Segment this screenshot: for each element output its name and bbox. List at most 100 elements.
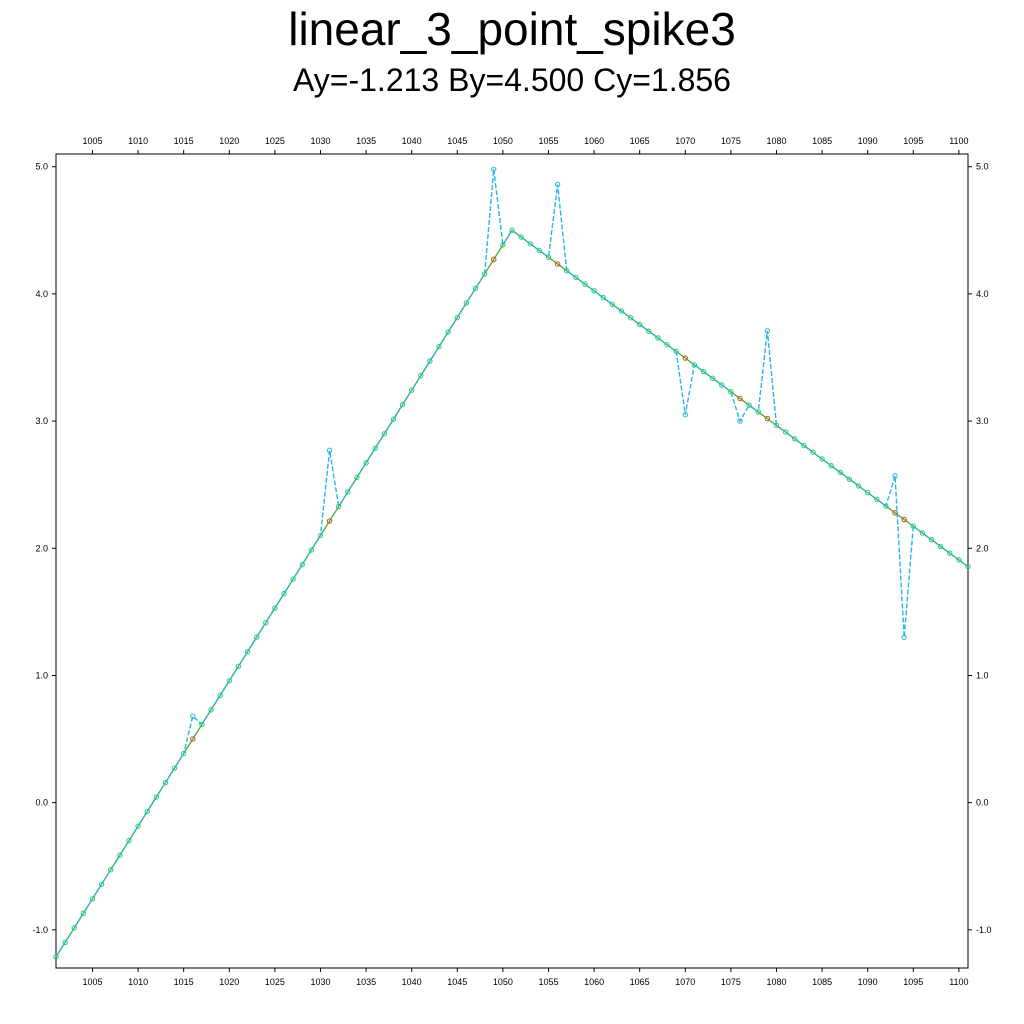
data-point: [719, 382, 725, 388]
data-point: [883, 503, 889, 509]
data-point-spike: [892, 473, 898, 479]
data-point: [290, 576, 296, 582]
fit-point-replaced: [326, 518, 333, 524]
x-tick-label-bottom: 1010: [128, 977, 148, 987]
x-tick-label-bottom: 1080: [766, 977, 786, 987]
y-tick-label-left: 1.0: [35, 670, 48, 680]
data-point: [263, 619, 269, 626]
data-point: [199, 721, 205, 728]
data-point: [673, 348, 679, 355]
data-point: [728, 389, 734, 395]
x-tick-label-bottom: 1005: [82, 977, 102, 987]
y-tick-label-left: 0.0: [35, 798, 48, 808]
x-tick-label-bottom: 1020: [219, 977, 239, 987]
data-point: [445, 329, 451, 335]
data-point: [235, 663, 242, 669]
x-tick-label-bottom: 1015: [174, 977, 194, 987]
data-point: [98, 881, 105, 887]
x-tick-label-bottom: 1075: [721, 977, 741, 987]
data-point: [226, 678, 232, 684]
x-tick-label-bottom: 1090: [858, 977, 878, 987]
data-point: [117, 852, 123, 858]
data-point: [399, 402, 406, 408]
chart-title: linear_3_point_spike3: [288, 3, 736, 55]
y-tick-label-left: 3.0: [35, 416, 48, 426]
fit-point-replaced: [491, 256, 497, 263]
x-tick-label-bottom: 1030: [310, 977, 330, 987]
x-tick-label-top: 1055: [538, 136, 558, 146]
data-point: [837, 469, 844, 476]
x-tick-label-bottom: 1040: [402, 977, 422, 987]
x-tick-label-top: 1065: [630, 136, 650, 146]
data-point: [536, 247, 543, 254]
x-tick-label-top: 1075: [721, 136, 741, 146]
data-point: [472, 285, 479, 292]
x-tick-label-top: 1080: [766, 136, 786, 146]
y-tick-label-right: 1.0: [976, 670, 989, 680]
x-tick-label-bottom: 1045: [447, 977, 467, 987]
data-point-spike: [326, 447, 333, 454]
x-tick-label-bottom: 1025: [265, 977, 285, 987]
x-tick-label-top: 1040: [402, 136, 422, 146]
y-tick-label-right: 4.0: [976, 289, 989, 299]
data-point: [272, 605, 278, 611]
fit-point-replaced: [892, 510, 898, 516]
data-point: [454, 314, 460, 321]
x-tick-label-bottom: 1055: [538, 977, 558, 987]
data-point: [627, 315, 634, 321]
data-point: [846, 476, 853, 482]
data-point: [153, 794, 160, 800]
data-point: [354, 474, 360, 481]
fit-point-replaced: [554, 261, 561, 267]
fit-point-replaced: [901, 516, 907, 523]
data-point: [636, 321, 643, 328]
x-tick-label-top: 1025: [265, 136, 285, 146]
data-point: [408, 387, 415, 393]
data-point: [801, 442, 807, 449]
data-point: [828, 463, 834, 469]
data-point: [372, 445, 378, 451]
data-point: [582, 281, 588, 287]
data-point: [755, 409, 761, 415]
data-point: [171, 765, 178, 771]
data-point: [545, 254, 552, 260]
x-tick-label-bottom: 1100: [949, 977, 968, 987]
data-point: [463, 300, 470, 306]
data-point: [819, 456, 825, 462]
data-point: [144, 808, 150, 815]
y-tick-label-right: 2.0: [976, 543, 989, 553]
x-tick-label-top: 1060: [584, 136, 604, 146]
data-point: [500, 242, 506, 248]
data-point-spike: [554, 181, 561, 188]
x-tick-label-bottom: 1085: [812, 977, 832, 987]
data-point: [609, 301, 616, 307]
data-point: [135, 823, 141, 829]
y-tick-label-right: 3.0: [976, 416, 989, 426]
data-point: [573, 274, 579, 281]
data-point-spike: [190, 713, 196, 719]
plot-frame: [55, 153, 969, 969]
data-point: [965, 563, 971, 570]
y-tick-label-left: 2.0: [35, 543, 48, 553]
data-point: [71, 925, 77, 931]
fit-point-replaced: [190, 736, 196, 742]
data-point: [390, 416, 397, 422]
x-tick-label-top: 1100: [949, 136, 968, 146]
x-tick-label-bottom: 1095: [903, 977, 923, 987]
data-point: [527, 241, 533, 247]
data-point: [910, 523, 916, 529]
data-point: [874, 496, 880, 503]
y-tick-label-left: 5.0: [35, 162, 48, 172]
data-point: [481, 271, 488, 277]
series-fit-line: [55, 229, 969, 958]
data-point: [345, 489, 351, 495]
data-point: [709, 375, 716, 381]
data-point: [782, 429, 789, 435]
x-tick-label-bottom: 1050: [493, 977, 513, 987]
y-tick-label-left: 4.0: [35, 289, 48, 299]
x-tick-label-top: 1070: [675, 136, 695, 146]
data-point-spike: [737, 418, 743, 424]
y-tick-label-left: -1.0: [32, 925, 48, 935]
data-point: [700, 368, 707, 375]
